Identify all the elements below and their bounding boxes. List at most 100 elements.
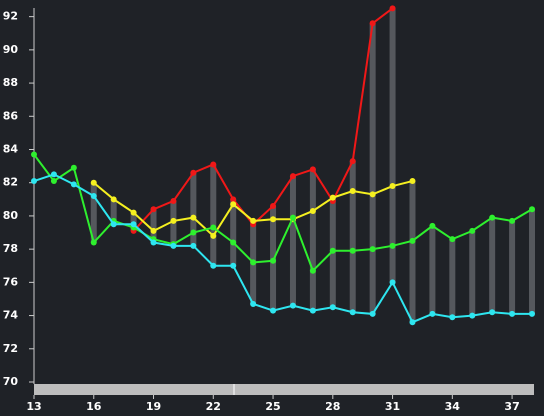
point xyxy=(489,214,496,221)
range-bar xyxy=(449,239,456,318)
point xyxy=(309,307,316,314)
series-line xyxy=(33,153,533,273)
range-bar xyxy=(509,220,516,314)
point xyxy=(270,307,277,314)
point xyxy=(409,237,416,244)
point xyxy=(250,300,257,307)
range-bar xyxy=(230,199,237,266)
point xyxy=(369,246,376,253)
range-bar xyxy=(409,181,416,323)
point xyxy=(250,217,257,224)
range-bar xyxy=(469,230,476,316)
point xyxy=(190,169,197,176)
point xyxy=(429,222,436,229)
range-bar xyxy=(150,209,157,243)
point xyxy=(529,310,536,317)
point xyxy=(31,178,37,185)
point xyxy=(449,314,456,321)
point xyxy=(90,193,97,199)
y-tick-label: 84 xyxy=(3,143,19,156)
y-tick-label: 90 xyxy=(3,43,19,56)
point xyxy=(110,221,117,228)
point xyxy=(529,206,536,213)
x-tick-label: 19 xyxy=(146,400,161,413)
point xyxy=(70,181,77,188)
point xyxy=(369,20,376,27)
point xyxy=(349,188,356,195)
range-bar xyxy=(309,169,316,311)
y-tick-label: 74 xyxy=(3,309,19,322)
y-tick-label: 80 xyxy=(3,209,19,222)
point xyxy=(309,267,316,274)
point xyxy=(289,214,296,221)
point xyxy=(170,197,177,204)
y-tick-label: 72 xyxy=(3,342,18,355)
range-bar xyxy=(110,199,117,225)
point xyxy=(289,302,296,309)
range-bar xyxy=(369,23,376,314)
point xyxy=(349,158,356,165)
point xyxy=(230,196,237,203)
point xyxy=(170,217,177,224)
x-tick-label: 22 xyxy=(206,400,221,413)
y-tick-label: 92 xyxy=(3,10,18,23)
point xyxy=(190,242,197,249)
point xyxy=(329,194,336,201)
point xyxy=(210,262,217,269)
point xyxy=(190,229,197,236)
point xyxy=(230,201,237,208)
x-tick-label: 31 xyxy=(385,400,400,413)
point xyxy=(150,206,157,213)
y-tick-label: 76 xyxy=(3,275,19,288)
range-bar xyxy=(529,209,536,314)
point xyxy=(329,247,336,254)
range-bar xyxy=(389,8,396,283)
x-tick-label: 13 xyxy=(26,400,41,413)
point xyxy=(329,304,336,311)
y-tick-label: 70 xyxy=(3,375,19,388)
scrollbar[interactable] xyxy=(34,384,534,395)
point xyxy=(70,164,77,171)
point xyxy=(369,191,376,198)
point xyxy=(210,232,217,239)
point xyxy=(250,259,257,266)
y-tick-label: 78 xyxy=(3,242,18,255)
point xyxy=(389,183,396,190)
series-line xyxy=(33,173,533,324)
point xyxy=(509,310,516,317)
point xyxy=(210,224,217,231)
point xyxy=(389,279,396,286)
point xyxy=(289,173,296,180)
range-bar xyxy=(210,164,217,266)
point xyxy=(150,227,157,234)
point xyxy=(170,242,177,249)
point xyxy=(230,262,237,269)
point xyxy=(110,196,117,203)
series-line xyxy=(132,7,394,232)
x-tick-label: 34 xyxy=(445,400,461,413)
point xyxy=(270,257,277,264)
point xyxy=(90,179,97,186)
point xyxy=(469,227,476,234)
point xyxy=(50,171,57,178)
y-tick-label: 86 xyxy=(3,109,19,122)
point xyxy=(389,242,396,249)
x-tick-label: 28 xyxy=(325,400,340,413)
x-tick-label: 25 xyxy=(265,400,280,413)
point xyxy=(31,151,37,158)
point xyxy=(349,309,356,316)
x-tick-label: 16 xyxy=(86,400,102,413)
point xyxy=(349,247,356,254)
point xyxy=(130,221,137,228)
range-bar xyxy=(190,172,197,246)
range-bar xyxy=(289,176,296,306)
point xyxy=(489,309,496,316)
point xyxy=(389,5,396,12)
point xyxy=(409,178,416,185)
point xyxy=(409,319,416,326)
range-bar xyxy=(429,225,436,314)
point xyxy=(210,161,217,168)
point xyxy=(469,312,476,319)
point xyxy=(270,202,277,209)
